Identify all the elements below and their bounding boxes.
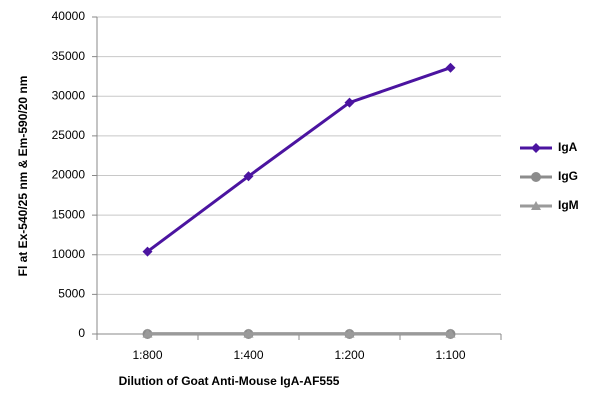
y-tick-label: 35000 bbox=[52, 49, 86, 63]
y-tick-label: 0 bbox=[78, 326, 85, 340]
legend-label: IgA bbox=[558, 140, 578, 154]
y-tick-label: 5000 bbox=[58, 287, 85, 301]
legend-marker bbox=[531, 201, 541, 210]
data-point bbox=[344, 328, 355, 338]
legend-marker bbox=[531, 172, 541, 182]
x-tick-label: 1:100 bbox=[435, 348, 465, 362]
y-tick-label: 25000 bbox=[52, 128, 86, 142]
legend-label: IgG bbox=[558, 169, 578, 183]
x-axis-label: Dilution of Goat Anti-Mouse IgA-AF555 bbox=[119, 374, 340, 388]
data-point bbox=[142, 328, 153, 338]
y-tick-label: 40000 bbox=[52, 9, 86, 23]
data-point bbox=[243, 171, 254, 182]
y-tick-label: 10000 bbox=[52, 247, 86, 261]
x-tick-label: 1:400 bbox=[233, 348, 263, 362]
legend-marker bbox=[531, 143, 541, 153]
data-point bbox=[243, 328, 254, 338]
data-point bbox=[142, 246, 153, 257]
x-tick-label: 1:200 bbox=[334, 348, 364, 362]
x-tick-label: 1:800 bbox=[132, 348, 162, 362]
y-axis-label: Fl at Ex-540/25 nm & Em-590/20 nm bbox=[16, 76, 30, 277]
series-line bbox=[146, 66, 451, 253]
y-tick-label: 20000 bbox=[52, 168, 86, 182]
y-tick-label: 15000 bbox=[52, 207, 86, 221]
data-point bbox=[344, 97, 355, 108]
legend-label: IgM bbox=[558, 198, 579, 212]
y-tick-label: 30000 bbox=[52, 88, 86, 102]
data-point bbox=[445, 62, 456, 73]
data-point bbox=[445, 328, 456, 338]
